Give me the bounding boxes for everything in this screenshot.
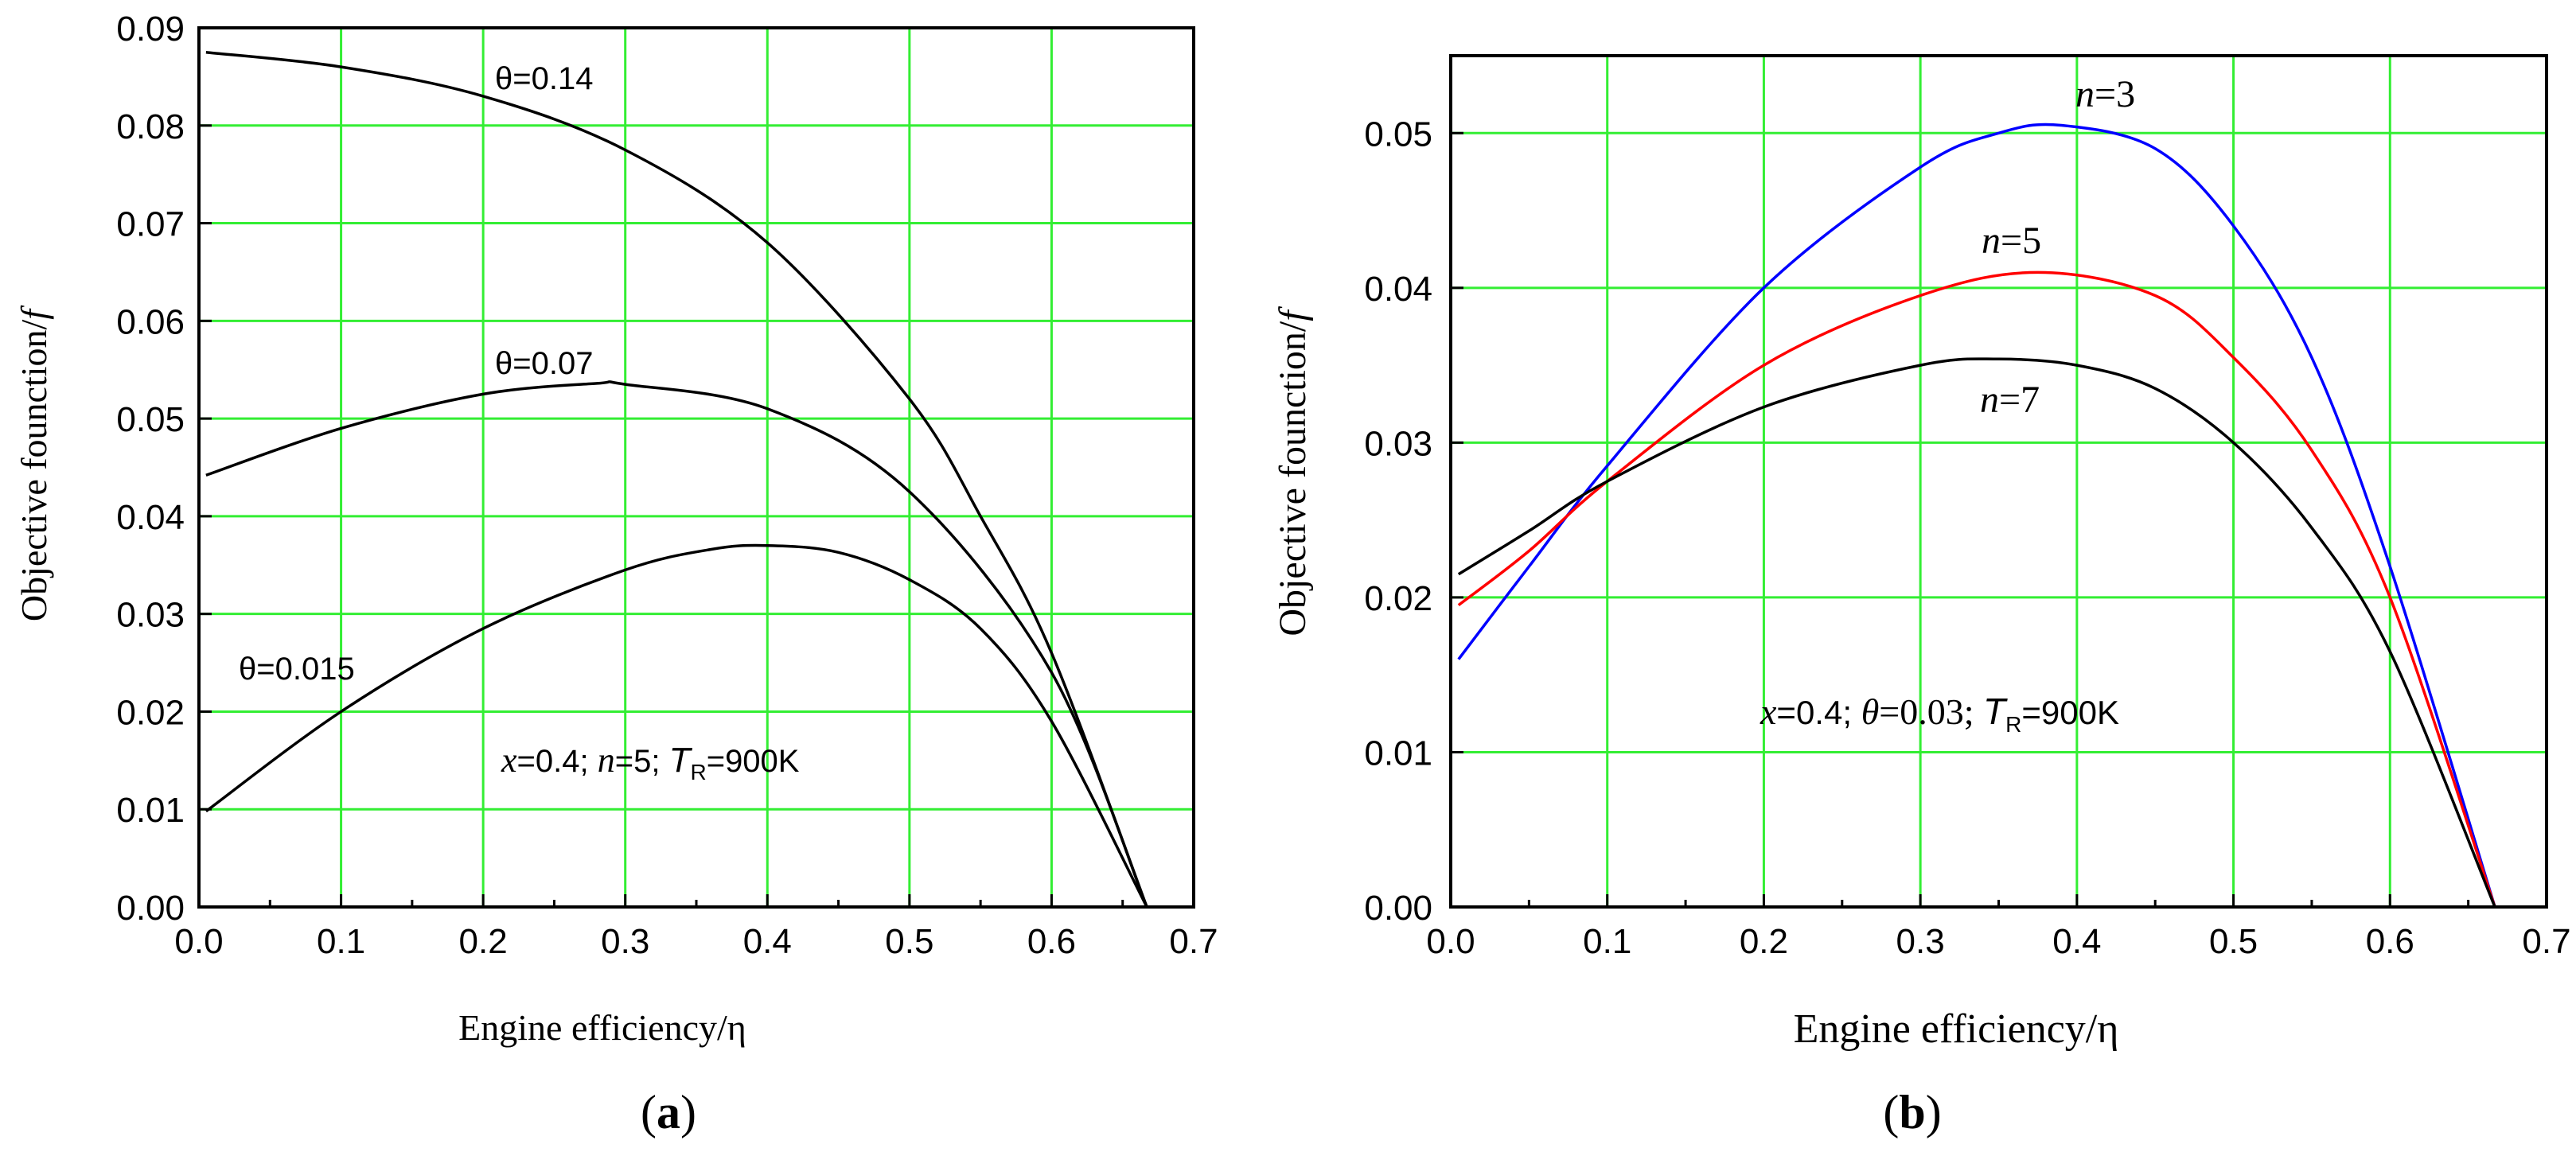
b-x-tick-label-7: 0.7 <box>2522 922 2570 961</box>
panel-b-annotation-n7: n=7 <box>1980 379 2040 421</box>
b-x-tick-label-0: 0.0 <box>1426 922 1475 961</box>
panel-a-chart: 0.0 0.1 0.2 0.3 0.4 0.5 0.6 0.7 0.000.010.020.0… <box>14 10 1218 1138</box>
a-y-tick-label-4: 0.04 <box>116 498 185 537</box>
panel-a-parameters-text: x=0.4; n=5; TR=900K <box>501 741 800 784</box>
panel-b-annotation-n3: n=3 <box>2075 73 2135 115</box>
b-x-tick-label-2: 0.2 <box>1740 922 1788 961</box>
a-x-tick-label-0: 0.0 <box>174 922 223 961</box>
a-y-tick-label-8: 0.08 <box>116 107 185 146</box>
panel-a-x-tick-labels: 0.0 0.1 0.2 0.3 0.4 0.5 0.6 0.7 <box>174 922 1218 961</box>
panel-b-x-axis-label: Engine efficiency/η <box>1794 1006 2119 1052</box>
b-y-tick-label-2: 0.02 <box>1364 579 1432 618</box>
b-y-tick-label-3: 0.03 <box>1364 424 1432 463</box>
a-x-tick-label-2: 0.2 <box>459 922 508 961</box>
panel-a-y-axis-label: Objective founction/f <box>14 305 54 621</box>
panel-a-annotation-theta-014: θ=0.14 <box>495 61 593 96</box>
b-y-tick-label-1: 0.01 <box>1364 734 1432 773</box>
a-x-tick-label-7: 0.7 <box>1169 922 1218 961</box>
panel-b-grid <box>1451 56 2547 907</box>
panel-b-series <box>1457 123 2496 908</box>
a-y-tick-label-3: 0.03 <box>116 596 185 635</box>
a-series-line-2 <box>205 543 1148 908</box>
a-x-tick-label-6: 0.6 <box>1027 922 1076 961</box>
panel-b-parameters-text: x=0.4; θ=0.03; TR=900K <box>1760 691 2119 737</box>
a-y-tick-label-5: 0.05 <box>116 400 185 439</box>
a-series-line-1 <box>205 380 1148 908</box>
b-y-tick-label-4: 0.04 <box>1364 270 1432 309</box>
panel-a-grid <box>199 28 1194 907</box>
b-x-tick-label-5: 0.5 <box>2209 922 2258 961</box>
panel-a-annotation-theta-007: θ=0.07 <box>495 346 593 381</box>
a-x-tick-label-4: 0.4 <box>743 922 792 961</box>
b-x-tick-label-6: 0.6 <box>2366 922 2414 961</box>
b-x-tick-label-1: 0.1 <box>1583 922 1631 961</box>
a-x-tick-label-3: 0.3 <box>601 922 649 961</box>
a-y-tick-label-7: 0.07 <box>116 205 185 244</box>
panel-a-series <box>205 50 1148 908</box>
panel-a-caption: (a) <box>641 1086 696 1138</box>
a-x-tick-label-1: 0.1 <box>317 922 365 961</box>
b-series-line-0 <box>1457 123 2496 908</box>
panel-b-plot-frame <box>1449 54 2548 909</box>
a-y-tick-label-2: 0.02 <box>116 693 185 732</box>
a-y-tick-label-6: 0.06 <box>116 302 185 341</box>
panel-a-y-tick-labels: 0.00 0.01 0.02 0.03 0.04 0.05 0.06 0.07 0.08 0.09 <box>116 10 185 928</box>
panel-a-x-axis-label: Engine efficiency/η <box>458 1007 746 1048</box>
b-x-tick-label-4: 0.4 <box>2052 922 2101 961</box>
panel-b-caption: (b) <box>1883 1086 1941 1138</box>
panel-b-annotation-n5: n=5 <box>1982 220 2041 262</box>
b-x-tick-label-3: 0.3 <box>1896 922 1945 961</box>
panel-b-ticks <box>1449 131 2548 909</box>
panel-b-chart: 0.0 0.1 0.2 0.3 0.4 0.5 0.6 0.7 0.000.010.020.0… <box>1272 54 2571 1138</box>
panel-b-y-axis-label: Objective founction/f <box>1272 306 1314 636</box>
a-x-tick-label-5: 0.5 <box>885 922 933 961</box>
b-y-tick-label-0: 0.00 <box>1364 889 1432 928</box>
a-y-tick-label-1: 0.01 <box>116 791 185 830</box>
a-y-tick-label-0: 0.00 <box>116 889 185 928</box>
panel-b-x-tick-labels: 0.0 0.1 0.2 0.3 0.4 0.5 0.6 0.7 <box>1426 922 2570 961</box>
b-series-line-2 <box>1457 357 2496 908</box>
a-series-line-0 <box>205 50 1148 908</box>
panel-a-annotation-theta-0015: θ=0.015 <box>239 652 355 687</box>
a-y-tick-label-9: 0.09 <box>116 10 185 49</box>
b-y-tick-label-5: 0.05 <box>1364 115 1432 154</box>
b-series-line-1 <box>1457 270 2496 908</box>
panel-b-y-tick-labels: 0.00 0.01 0.02 0.03 0.04 0.05 <box>1364 115 1432 928</box>
panel-a-ticks <box>197 26 1195 909</box>
